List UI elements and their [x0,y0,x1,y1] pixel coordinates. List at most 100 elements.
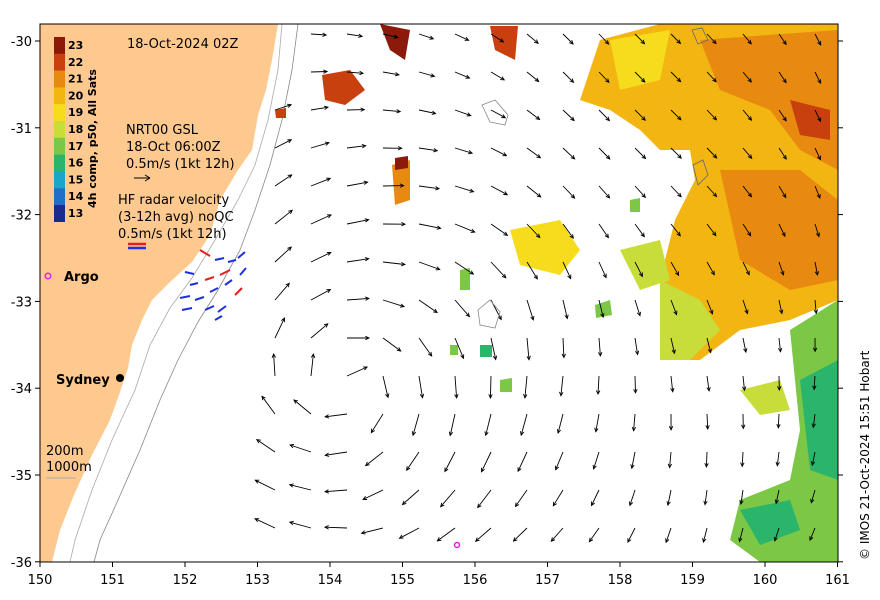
current-arrow [289,444,312,453]
current-arrowhead [569,78,575,84]
current-arrow [634,223,645,237]
current-arrowhead [287,174,293,179]
current-arrowhead [707,348,712,354]
current-arrow [706,147,718,159]
current-arrow [440,489,456,507]
current-arrow [490,337,497,360]
current-arrow [293,399,312,415]
current-arrowhead [671,349,676,355]
current-arrowhead [588,537,594,543]
current-arrowhead [605,116,611,122]
current-arrowhead [605,155,611,160]
current-arrow [670,109,682,121]
current-arrow [254,518,276,529]
colorbar-swatch [54,188,65,206]
current-arrowhead [559,391,564,397]
current-arrow [475,527,492,542]
current-arrow [526,337,530,360]
current-arrowhead [782,193,787,199]
current-arrow [274,246,292,263]
current-arrowhead [816,193,821,199]
current-arrow [593,451,600,470]
current-arrowhead [397,146,403,151]
current-arrow [629,489,636,506]
x-tick-label: 157 [535,573,560,588]
current-arrowhead [324,489,329,494]
current-arrow [454,337,464,359]
current-arrowhead [712,115,718,121]
hf-label-line1: HF radar velocity [118,193,230,208]
current-arrow [382,261,405,265]
current-arrowhead [604,233,609,239]
current-arrowhead [411,431,417,437]
current-arrow [289,484,312,491]
city-marker-sydney [116,374,124,382]
current-arrowhead [534,77,540,83]
current-arrow [778,261,784,276]
argo-label: Argo [64,270,99,285]
current-arrow [562,337,565,358]
current-arrowhead [394,72,400,77]
current-arrow [289,521,312,529]
isobath-200m [69,24,283,562]
isobath-1000m [93,24,299,562]
current-arrow [814,33,822,46]
current-arrowhead [536,154,542,159]
colorbar-title: 4h comp, p50, All Sats [86,69,99,208]
colorbar-swatch [54,137,65,155]
land-mass [40,24,278,562]
current-arrow [274,104,292,111]
x-tick-label: 150 [28,573,53,588]
current-arrow [706,337,712,353]
current-arrow [418,71,435,77]
colorbar: 23 22 21 20 19 18 17 16 15 14 13 4h comp, p50, All… [54,37,99,222]
current-arrow [481,451,492,472]
current-arrow [809,527,816,541]
current-arrow [274,283,290,301]
current-arrow [526,109,540,120]
current-arrowhead [512,537,518,542]
current-arrowhead [810,461,816,467]
current-arrowhead [738,537,743,543]
current-arrow [261,396,276,415]
current-arrow [814,299,817,314]
current-arrowhead [817,40,822,46]
colorbar-tick-label: 19 [68,106,83,119]
current-arrow [591,489,600,506]
current-arrowhead [523,393,528,399]
y-tick-label: -33 [11,295,32,310]
current-arrowhead [776,423,781,429]
current-arrowhead [556,429,562,435]
current-arrow [702,527,708,543]
x-axis: 150 151 152 153 154 155 156 157 158 159 160 161 [28,562,850,588]
current-arrow [598,223,609,238]
current-arrowhead [281,317,285,323]
current-arrow [454,71,470,79]
current-vector-field [254,32,822,544]
current-arrow [778,185,787,198]
current-arrow [346,219,369,225]
current-arrow [778,109,787,122]
current-arrowhead [401,221,407,227]
current-arrow [454,33,469,41]
current-arrow [485,413,492,436]
current-arrowhead [746,231,752,237]
current-arrow [670,223,681,237]
gsl-label-line2: 18-Oct 06:00Z [126,140,221,155]
current-arrowhead [744,309,749,315]
current-arrow [669,451,672,468]
current-arrow [418,147,438,152]
current-arrowhead [667,463,672,469]
current-arrowhead [288,483,294,488]
current-arrowhead [365,296,370,301]
current-arrowhead [323,105,330,110]
current-arrow [346,181,368,187]
current-arrowhead [401,500,407,506]
current-arrowhead [288,209,294,215]
current-arrow [589,527,600,542]
current-arrow [454,109,471,117]
current-arrowhead [271,352,276,358]
current-arrowhead [743,348,748,354]
current-arrow [274,174,292,187]
current-arrow [477,489,492,508]
